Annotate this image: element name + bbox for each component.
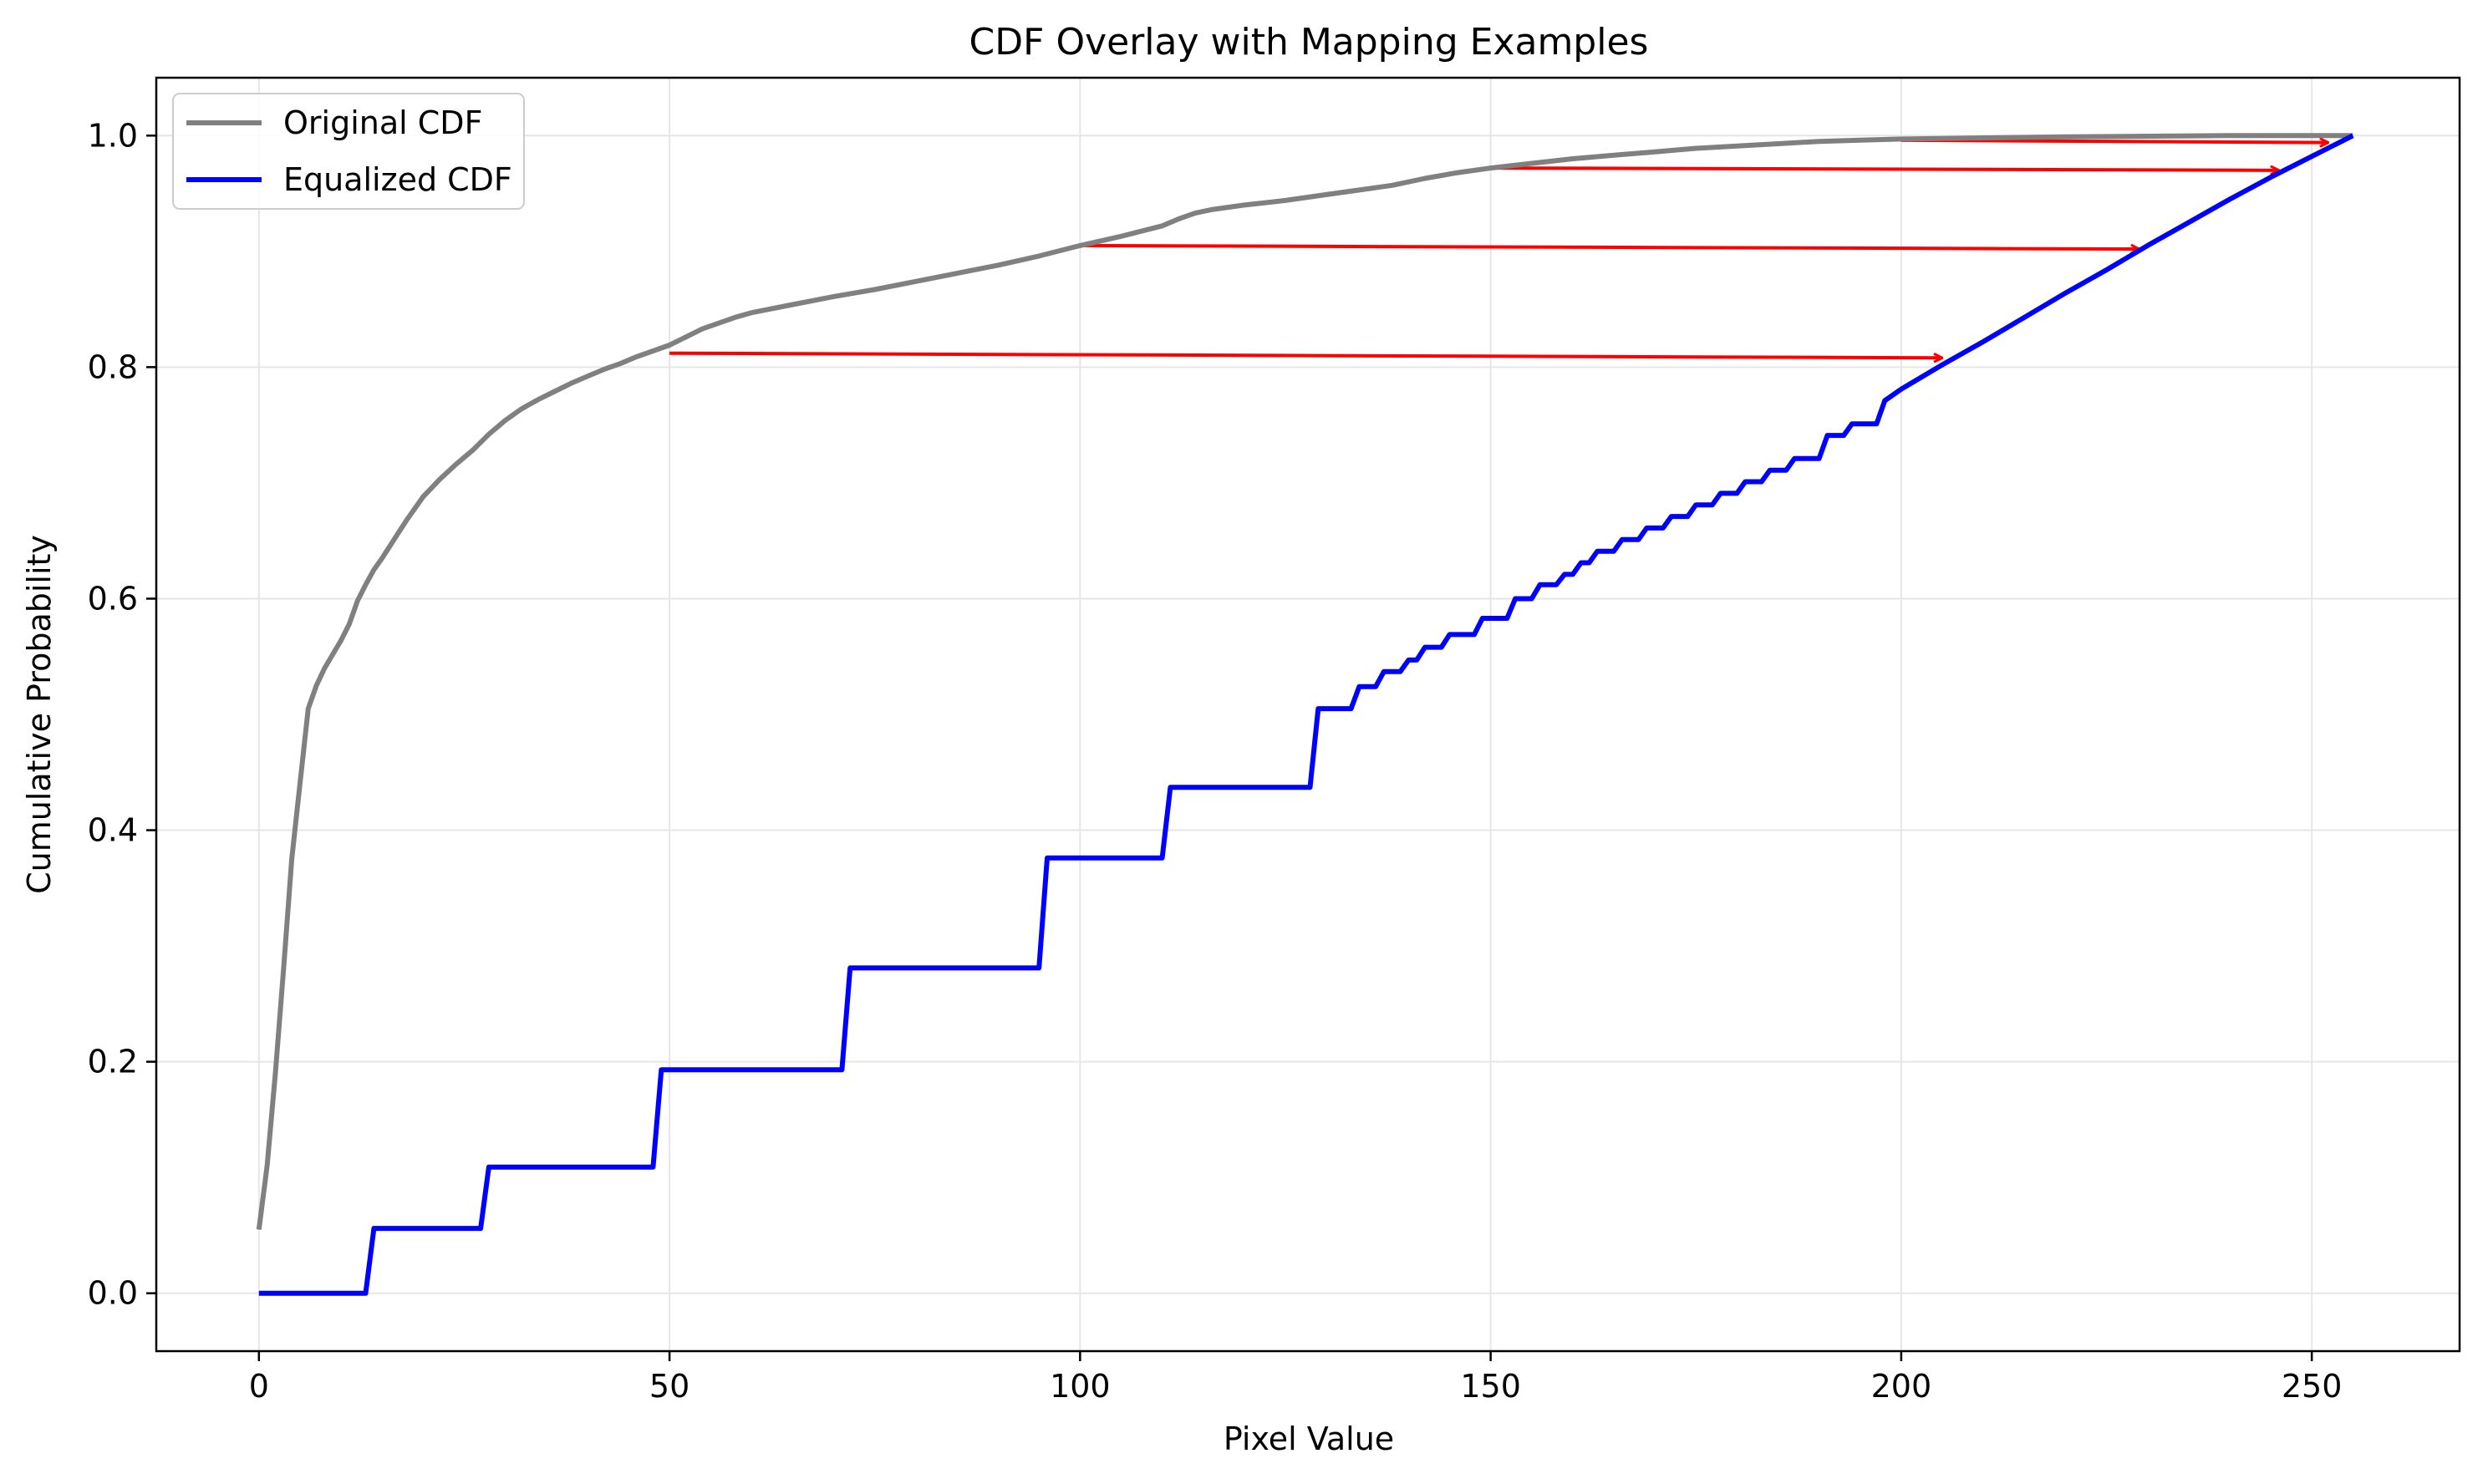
legend-label: Equalized CDF xyxy=(283,161,512,198)
mapping-arrow xyxy=(1900,140,2328,143)
mapping-arrow xyxy=(1080,243,2139,249)
y-tick-label: 0.0 xyxy=(88,1275,138,1312)
grid-lines xyxy=(156,78,2460,1351)
y-tick-label: 0.4 xyxy=(88,812,138,849)
x-axis-label: Pixel Value xyxy=(1224,1420,1394,1457)
legend-label: Original CDF xyxy=(283,104,482,141)
x-tick-label: 100 xyxy=(1050,1368,1111,1405)
plot-frame xyxy=(155,76,2461,1353)
y-tick-label: 0.6 xyxy=(88,580,138,617)
x-tick-label: 50 xyxy=(649,1368,689,1405)
x-tick-label: 150 xyxy=(1460,1368,1521,1405)
y-axis-label: Cumulative Probability xyxy=(21,535,58,894)
chart-title: CDF Overlay with Mapping Examples xyxy=(969,21,1649,64)
equalized-cdf-line xyxy=(258,133,2354,1296)
series-lines xyxy=(256,133,2354,1296)
y-tick-label: 0.8 xyxy=(88,348,138,385)
mapping-arrow xyxy=(1490,168,2279,170)
mapping-arrows xyxy=(669,140,2328,358)
x-tick-label: 0 xyxy=(249,1368,269,1405)
legend: Original CDF Equalized CDF xyxy=(172,93,525,210)
y-tick-label: 0.2 xyxy=(88,1044,138,1080)
x-tick-label: 200 xyxy=(1871,1368,1932,1405)
x-tick-label: 250 xyxy=(2282,1368,2343,1405)
axes: 0 50 100 150 200 250 0.0 0.2 0.4 0.6 0.8 1.0 xyxy=(88,76,2461,1405)
y-tick-label: 1.0 xyxy=(88,117,138,154)
mapping-arrow xyxy=(669,351,1942,358)
original-cdf-line xyxy=(256,133,2353,1230)
